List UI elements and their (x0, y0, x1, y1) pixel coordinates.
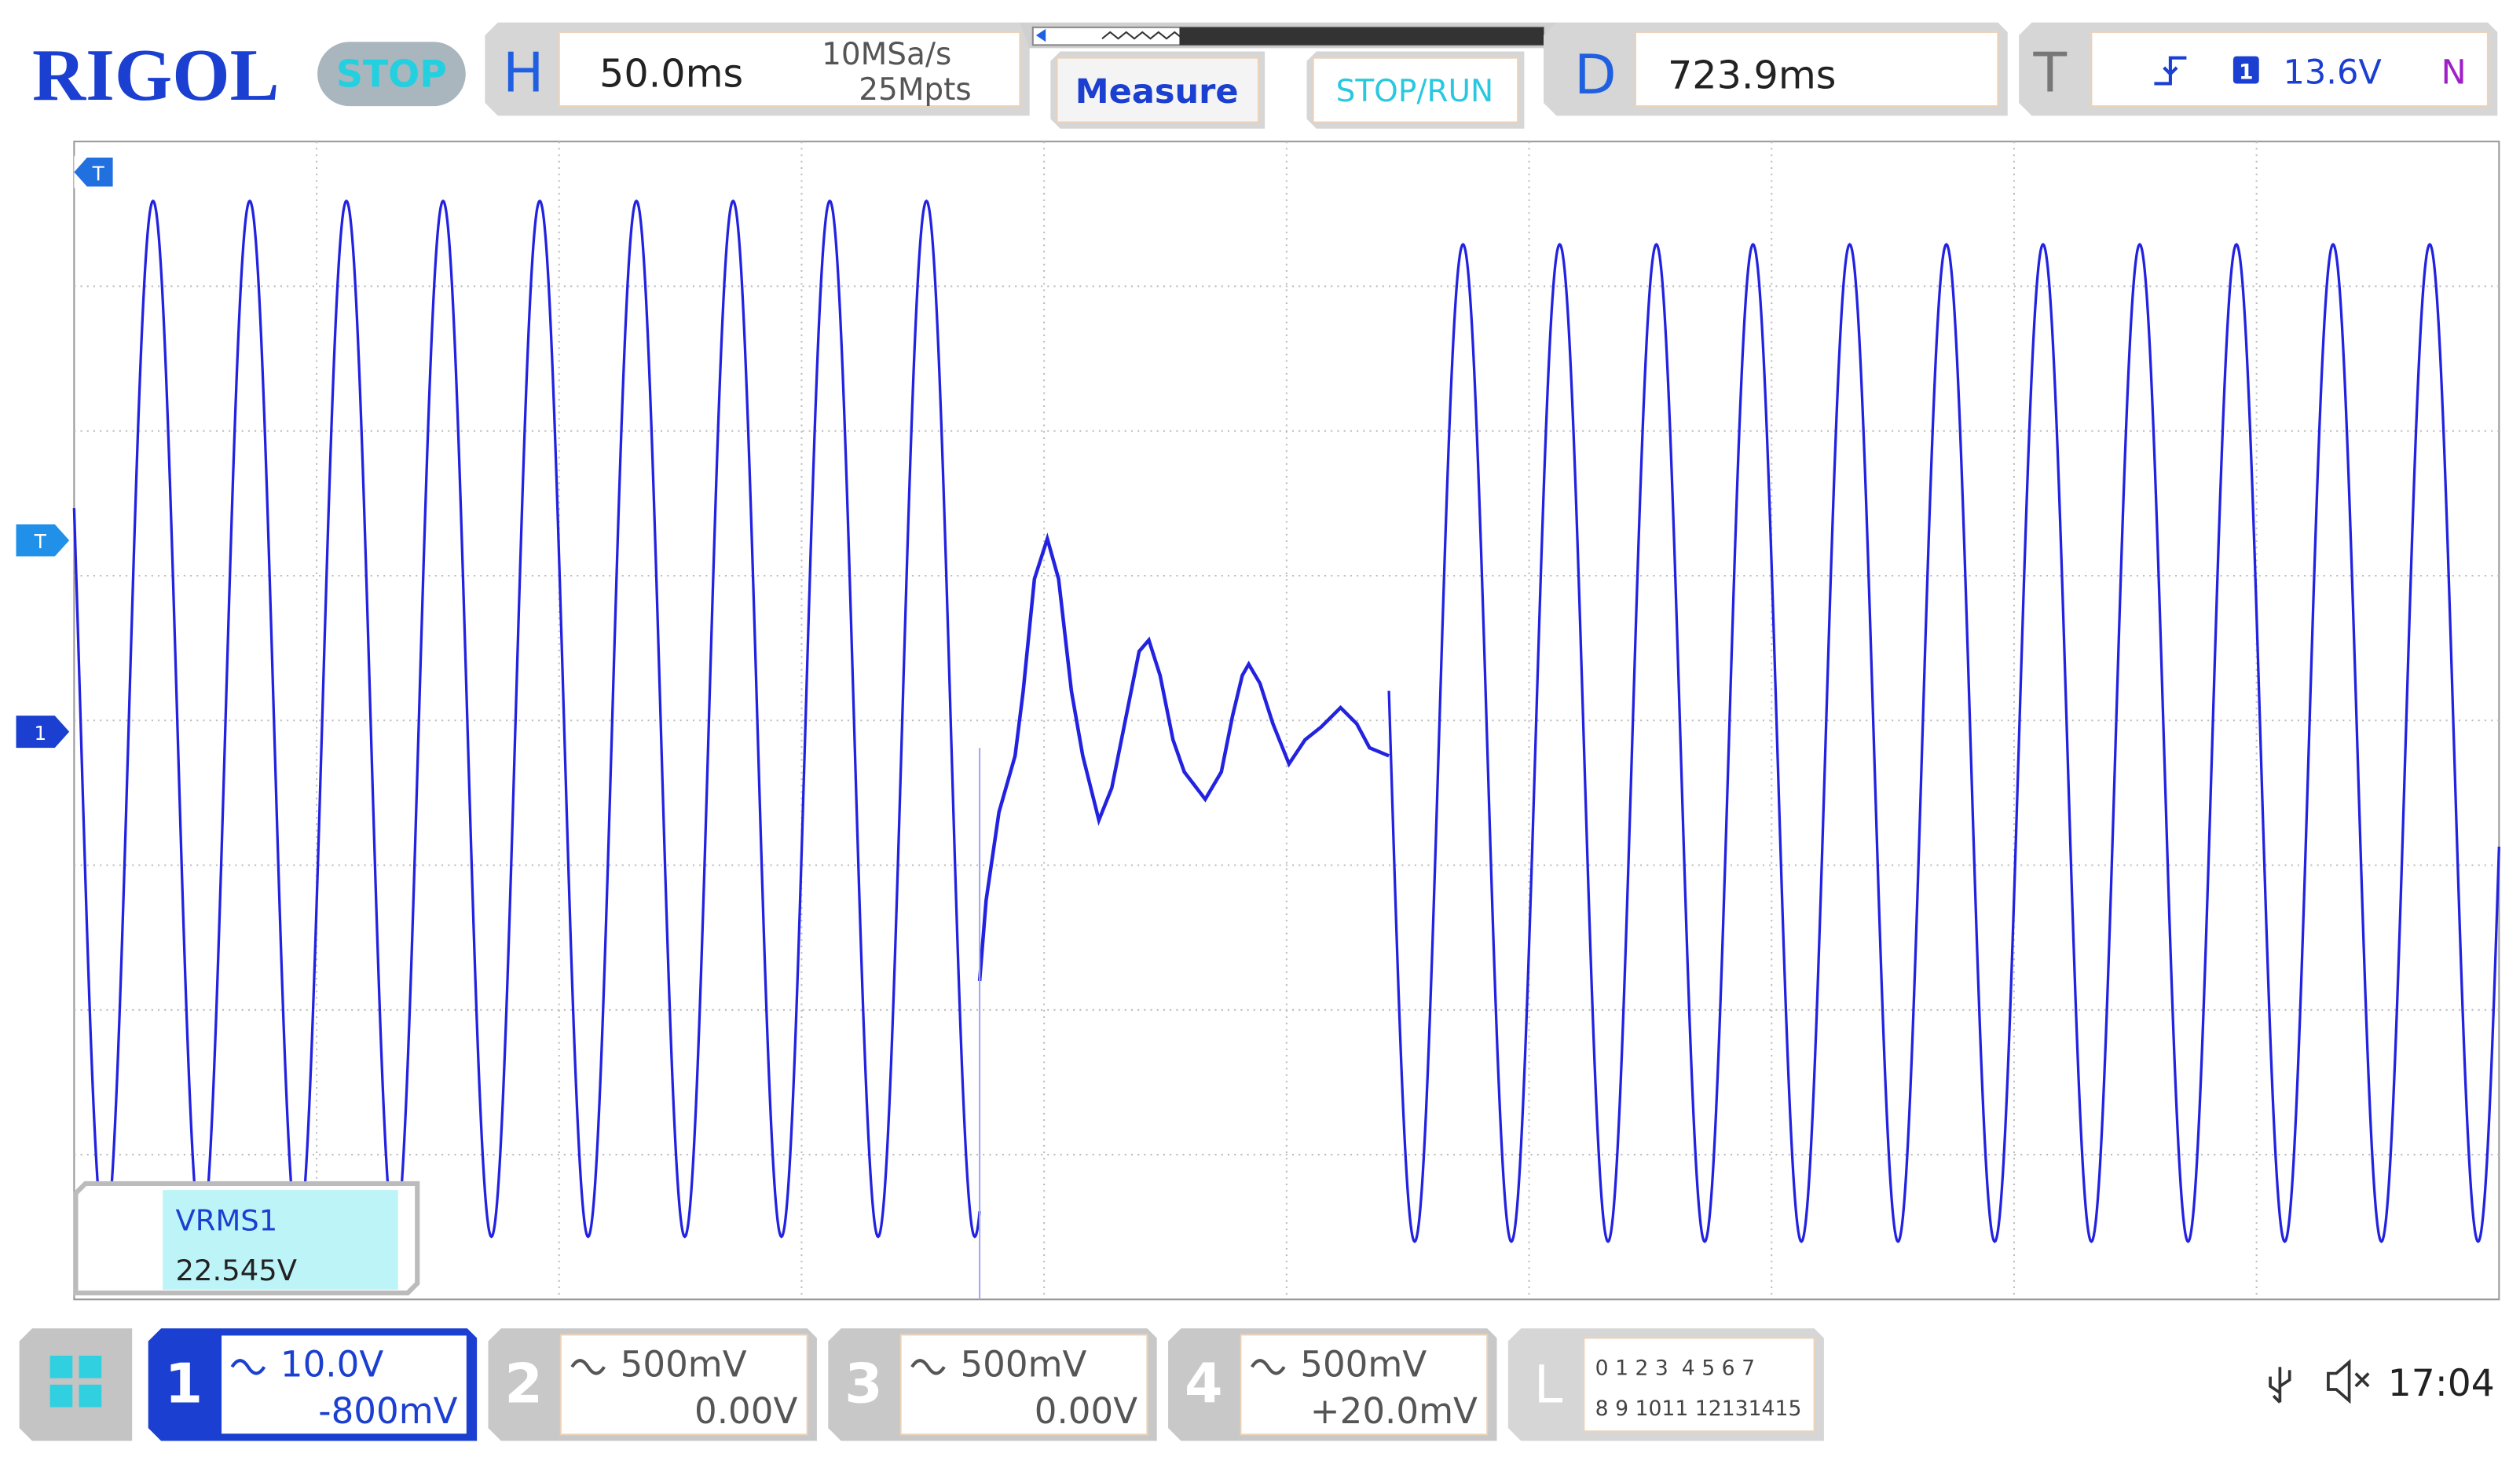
stop-run-label: STOP/RUN (1336, 74, 1494, 109)
memory-wave-icon (1101, 31, 1184, 40)
trigger-position-marker-label: T (92, 162, 105, 185)
trigger-source-box (2232, 56, 2259, 84)
trigger-level: 13.6V (2283, 53, 2382, 93)
trigger-label: T (2033, 42, 2068, 105)
channel-number: 4 (1185, 1352, 1223, 1415)
trigger-edge-icon (2154, 56, 2187, 86)
stop-run-button[interactable] (1312, 57, 1519, 123)
nav-icon (79, 1356, 102, 1378)
channel-scale: 500mV (1300, 1344, 1427, 1386)
navigation-button[interactable] (19, 1328, 133, 1441)
channel-scale: 500mV (960, 1344, 1086, 1386)
horizontal-label: H (503, 42, 544, 105)
channel-number: 1 (165, 1352, 203, 1415)
nav-icon (79, 1384, 102, 1408)
channel-number: 3 (844, 1352, 883, 1415)
nav-icon (49, 1384, 73, 1408)
measure-button[interactable] (1056, 57, 1259, 123)
delay-inner (1634, 31, 1999, 108)
trigger-level-marker-label: T (34, 530, 47, 553)
coupling-icon (230, 1359, 266, 1375)
logic-inner (1583, 1337, 1815, 1433)
channel-1-trace (72, 199, 2500, 1243)
channel-inner (219, 1334, 468, 1436)
timebase: 50.0ms (599, 51, 743, 97)
channel-scale: 10.0V (280, 1344, 383, 1386)
trigger-source: 1 (2239, 60, 2254, 84)
delay-value: 723.9ms (1668, 53, 1836, 98)
measurement-value: 22.545V (176, 1254, 297, 1287)
measure-label: Measure (1075, 72, 1239, 112)
memory-left-arrow (1035, 28, 1046, 42)
coupling-icon (570, 1359, 606, 1375)
channel-1-tag (16, 716, 70, 749)
logic-label: L (1534, 1355, 1563, 1415)
channel-offset: 0.00V (694, 1390, 797, 1432)
memory-depth: 25Mpts (859, 72, 971, 108)
memory-used (1179, 27, 1544, 46)
clock: 17:04 (2388, 1362, 2495, 1405)
nav-icon (49, 1356, 73, 1378)
channel-1-transient (977, 533, 1390, 982)
channel-scale: 500mV (621, 1344, 747, 1386)
horizontal-inner (558, 31, 1021, 108)
mute-icon (2327, 1359, 2370, 1404)
measurement-highlight (163, 1190, 398, 1290)
trigger-mode: N (2441, 53, 2466, 93)
channel-offset: -800mV (318, 1390, 457, 1432)
trigger-position-tag (74, 157, 113, 187)
logic-row-2: 8 9 1011 12131415 (1595, 1397, 1802, 1421)
delay-label: D (1574, 43, 1617, 107)
coupling-icon (910, 1359, 946, 1375)
channel-button[interactable]: 1 10.0V-800mV (148, 1328, 478, 1441)
channel-inner (559, 1334, 808, 1436)
usb-icon (2269, 1367, 2291, 1404)
coupling-icon (1251, 1359, 1286, 1375)
channel-inner (899, 1334, 1148, 1436)
sample-rate: 10MSa/s (822, 37, 951, 72)
trigger-level-tag (16, 524, 70, 557)
brand-logo: RIGOL (32, 35, 280, 116)
channel-button[interactable]: 4 500mV+20.0mV (1168, 1328, 1497, 1441)
channel-number: 2 (504, 1352, 543, 1415)
channel-1-marker-label: 1 (34, 722, 46, 745)
measurement-name: VRMS1 (176, 1203, 278, 1237)
channel-offset: 0.00V (1035, 1390, 1137, 1432)
run-status: STOP (336, 53, 447, 97)
status-pill (317, 42, 466, 107)
trigger-inner (2090, 31, 2489, 108)
logic-row-1: 0 1 2 3 4 5 6 7 (1595, 1356, 1755, 1381)
graticule (74, 141, 2500, 1300)
channel-inner (1240, 1334, 1489, 1436)
channel-offset: +20.0mV (1310, 1390, 1478, 1432)
